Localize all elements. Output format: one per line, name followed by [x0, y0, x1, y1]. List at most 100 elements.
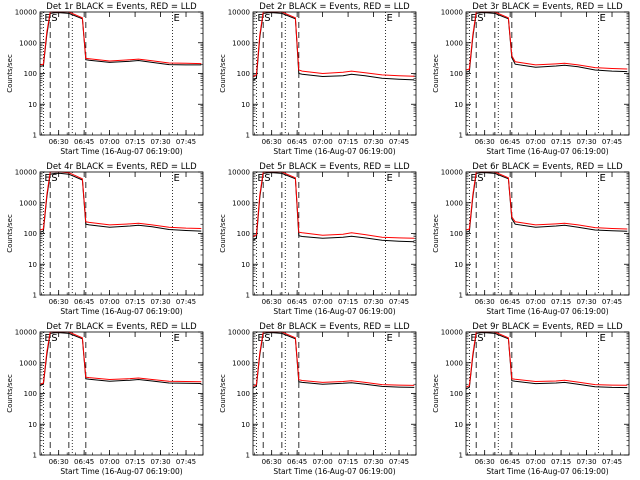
- event-marker-label: E: [599, 333, 605, 344]
- y-tick-label: 1000: [19, 359, 37, 367]
- y-tick-label: 1: [33, 452, 37, 460]
- y-tick-label: 10000: [228, 9, 250, 17]
- x-tick-label: 07:00: [526, 298, 546, 306]
- x-tick-label: 07:45: [389, 298, 409, 306]
- chart-panel-2: Det 2r BLACK = Events, RED = LLD Counts/s…: [219, 2, 417, 156]
- plot-frame: [252, 11, 417, 136]
- x-tick-label: 07:30: [576, 458, 596, 466]
- chart-panel-4: Det 4r BLACK = Events, RED = LLD Counts/s…: [6, 162, 204, 316]
- y-tick-label: 1: [33, 292, 37, 300]
- event-marker-label: S: [51, 13, 57, 24]
- event-marker-label: S: [264, 333, 270, 344]
- x-tick-label: 07:00: [526, 138, 546, 146]
- plot-frame: [465, 11, 630, 136]
- x-tick-label: 06:30: [262, 298, 282, 306]
- x-tick-label: 07:15: [551, 298, 571, 306]
- x-tick-label: 06:45: [500, 298, 520, 306]
- x-tick-label: 07:30: [363, 458, 383, 466]
- y-tick-label: 100: [237, 390, 250, 398]
- series-line-lld: [39, 331, 202, 385]
- x-tick-label: 06:45: [74, 138, 94, 146]
- series-line-lld: [252, 331, 415, 387]
- x-tick-label: 07:00: [313, 298, 333, 306]
- x-axis-label: Start Time (16-Aug-07 06:19:00): [60, 467, 182, 476]
- x-tick-label: 06:30: [49, 138, 69, 146]
- x-tick-label: 06:30: [262, 458, 282, 466]
- y-tick-label: 10000: [228, 169, 250, 177]
- x-tick-label: 06:45: [500, 138, 520, 146]
- y-tick-label: 1000: [232, 199, 250, 207]
- x-tick-label: 07:00: [313, 458, 333, 466]
- x-tick-label: 06:45: [74, 458, 94, 466]
- x-tick-label: 07:45: [602, 298, 622, 306]
- x-tick-label: 07:45: [602, 458, 622, 466]
- y-tick-label: 1000: [19, 39, 37, 47]
- y-tick-label: 1000: [445, 359, 463, 367]
- y-tick-label: 10: [28, 101, 37, 109]
- event-marker-label: E: [257, 333, 263, 344]
- y-tick-label: 100: [24, 70, 37, 78]
- x-tick-label: 07:15: [125, 138, 145, 146]
- x-tick-label: 06:45: [500, 458, 520, 466]
- chart-panel-5: Det 5r BLACK = Events, RED = LLD Counts/s…: [219, 162, 417, 316]
- y-axis-label: Counts/sec: [6, 374, 14, 413]
- event-marker-label: S: [477, 173, 483, 184]
- plot-frame: [252, 331, 417, 456]
- x-tick-label: 07:45: [176, 298, 196, 306]
- y-tick-label: 10000: [441, 329, 463, 337]
- x-axis-label: Start Time (16-Aug-07 06:19:00): [273, 467, 395, 476]
- y-tick-label: 100: [450, 230, 463, 238]
- chart-panel-6: Det 6r BLACK = Events, RED = LLD Counts/s…: [432, 162, 630, 316]
- series-line-lld: [465, 171, 628, 231]
- y-tick-label: 100: [237, 230, 250, 238]
- y-tick-label: 10: [454, 261, 463, 269]
- y-tick-label: 10000: [15, 169, 37, 177]
- y-tick-label: 1: [246, 452, 250, 460]
- event-marker-label: E: [386, 13, 392, 24]
- x-tick-label: 06:45: [74, 298, 94, 306]
- x-tick-label: 06:45: [287, 138, 307, 146]
- x-tick-label: 07:45: [176, 138, 196, 146]
- y-tick-label: 1: [459, 132, 463, 140]
- y-tick-label: 10: [241, 101, 250, 109]
- y-tick-label: 1: [246, 132, 250, 140]
- x-tick-label: 07:15: [125, 298, 145, 306]
- x-tick-label: 07:30: [150, 458, 170, 466]
- y-tick-label: 1000: [19, 199, 37, 207]
- x-tick-label: 07:15: [338, 298, 358, 306]
- x-tick-label: 07:30: [363, 298, 383, 306]
- y-axis-label: Counts/sec: [6, 54, 14, 93]
- x-tick-label: 06:30: [49, 458, 69, 466]
- event-marker-label: S: [51, 333, 57, 344]
- x-axis-label: Start Time (16-Aug-07 06:19:00): [273, 147, 395, 156]
- y-axis-label: Counts/sec: [432, 374, 440, 413]
- x-tick-label: 07:30: [576, 298, 596, 306]
- y-tick-label: 100: [450, 70, 463, 78]
- x-axis-label: Start Time (16-Aug-07 06:19:00): [486, 467, 608, 476]
- x-tick-label: 07:00: [313, 138, 333, 146]
- chart-title: Det 8r BLACK = Events, RED = LLD: [259, 322, 410, 332]
- x-tick-label: 07:30: [150, 298, 170, 306]
- chart-title: Det 6r BLACK = Events, RED = LLD: [472, 162, 623, 172]
- y-tick-label: 10000: [441, 169, 463, 177]
- x-tick-label: 07:15: [338, 138, 358, 146]
- chart-title: Det 7r BLACK = Events, RED = LLD: [46, 322, 197, 332]
- x-tick-label: 06:30: [262, 138, 282, 146]
- x-tick-label: 07:45: [389, 138, 409, 146]
- y-tick-label: 10: [454, 101, 463, 109]
- event-marker-label: E: [44, 13, 50, 24]
- x-tick-label: 06:30: [475, 298, 495, 306]
- y-tick-label: 1000: [445, 199, 463, 207]
- x-tick-label: 06:30: [475, 458, 495, 466]
- chart-title: Det 2r BLACK = Events, RED = LLD: [259, 2, 410, 12]
- event-marker-label: E: [173, 13, 179, 24]
- x-tick-label: 07:00: [100, 458, 120, 466]
- event-marker-label: E: [386, 333, 392, 344]
- x-tick-label: 06:30: [475, 138, 495, 146]
- y-tick-label: 100: [450, 390, 463, 398]
- y-tick-label: 10: [28, 261, 37, 269]
- y-axis-label: Counts/sec: [432, 214, 440, 253]
- x-axis-label: Start Time (16-Aug-07 06:19:00): [486, 147, 608, 156]
- chart-panel-9: Det 9r BLACK = Events, RED = LLD Counts/s…: [432, 322, 630, 476]
